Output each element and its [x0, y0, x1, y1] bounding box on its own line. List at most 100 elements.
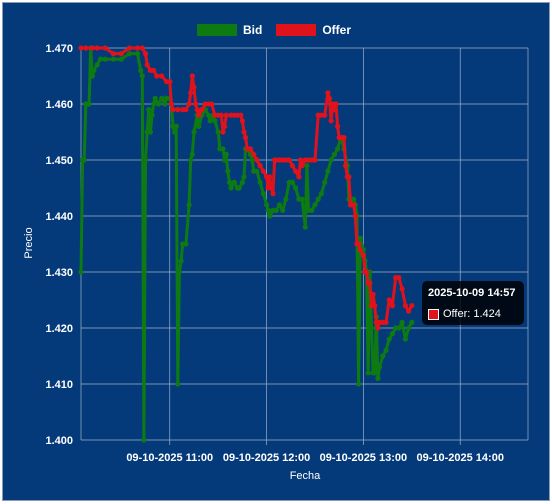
data-point-bid[interactable] [207, 118, 213, 124]
data-point-bid[interactable] [357, 235, 363, 241]
data-point-offer[interactable] [186, 101, 192, 107]
data-point-offer[interactable] [94, 45, 100, 51]
data-point-offer[interactable] [297, 157, 304, 163]
data-point-bid[interactable] [152, 95, 158, 101]
data-point-offer[interactable] [352, 213, 358, 219]
legend-item-offer[interactable]: Offer [276, 23, 351, 37]
data-point-offer[interactable] [360, 252, 366, 258]
data-point-offer[interactable] [372, 303, 378, 309]
data-point-bid[interactable] [147, 129, 153, 135]
data-point-bid[interactable] [94, 62, 100, 68]
data-point-bid[interactable] [118, 56, 124, 62]
data-point-bid[interactable] [146, 107, 152, 113]
data-point-bid[interactable] [183, 241, 189, 247]
data-point-bid[interactable] [173, 123, 179, 129]
data-point-bid[interactable] [315, 196, 321, 202]
data-point-offer[interactable] [78, 45, 84, 51]
data-point-bid[interactable] [293, 185, 299, 191]
data-point-bid[interactable] [191, 129, 197, 135]
data-point-bid[interactable] [188, 157, 194, 163]
data-point-offer[interactable] [267, 174, 273, 180]
data-point-offer[interactable] [409, 303, 415, 309]
data-point-bid[interactable] [257, 179, 263, 185]
data-point-offer[interactable] [238, 112, 244, 118]
data-point-offer[interactable] [199, 107, 205, 113]
data-point-bid[interactable] [138, 67, 144, 73]
data-point-offer[interactable] [331, 107, 337, 113]
data-point-bid[interactable] [159, 95, 165, 101]
data-point-bid[interactable] [149, 112, 155, 118]
data-point-offer[interactable] [241, 129, 247, 135]
data-point-offer[interactable] [220, 129, 226, 135]
data-point-bid[interactable] [389, 331, 395, 337]
data-point-offer[interactable] [375, 325, 381, 331]
data-point-bid[interactable] [280, 207, 286, 213]
data-point-offer[interactable] [134, 45, 141, 51]
data-point-offer[interactable] [406, 308, 412, 314]
data-point-bid[interactable] [81, 157, 87, 163]
data-point-offer[interactable] [83, 45, 89, 51]
data-point-offer[interactable] [299, 163, 305, 169]
data-point-offer[interactable] [312, 157, 318, 163]
data-point-bid[interactable] [299, 196, 305, 202]
data-point-offer[interactable] [102, 45, 108, 51]
data-point-bid[interactable] [267, 213, 273, 219]
data-point-offer[interactable] [268, 185, 274, 191]
data-point-offer[interactable] [346, 174, 352, 180]
data-point-offer[interactable] [142, 51, 149, 57]
data-point-offer[interactable] [218, 112, 224, 118]
data-point-offer[interactable] [367, 280, 373, 286]
data-point-offer[interactable] [239, 118, 245, 124]
data-point-bid[interactable] [356, 381, 362, 387]
data-point-bid[interactable] [372, 370, 378, 376]
data-point-bid[interactable] [264, 202, 270, 208]
data-point-offer[interactable] [326, 95, 333, 101]
data-point-offer[interactable] [402, 303, 408, 309]
data-point-bid[interactable] [322, 179, 328, 185]
data-point-offer[interactable] [223, 112, 229, 118]
data-point-offer[interactable] [335, 123, 341, 129]
data-point-bid[interactable] [335, 146, 341, 152]
data-point-bid[interactable] [175, 381, 181, 387]
data-point-offer[interactable] [175, 107, 181, 113]
data-point-bid[interactable] [396, 325, 402, 331]
data-point-offer[interactable] [139, 45, 145, 51]
data-point-bid[interactable] [406, 325, 412, 331]
data-point-offer[interactable] [194, 107, 200, 113]
data-point-offer[interactable] [286, 157, 292, 163]
data-point-bid[interactable] [375, 375, 381, 381]
data-point-bid[interactable] [172, 129, 178, 135]
data-point-bid[interactable] [225, 168, 231, 174]
data-point-bid[interactable] [365, 370, 371, 376]
data-point-bid[interactable] [178, 258, 184, 264]
data-point-offer[interactable] [126, 45, 132, 51]
data-point-bid[interactable] [318, 191, 324, 197]
data-point-bid[interactable] [220, 146, 226, 152]
data-point-offer[interactable] [364, 269, 370, 275]
data-point-offer[interactable] [257, 163, 263, 169]
data-point-offer[interactable] [118, 51, 124, 57]
data-point-bid[interactable] [380, 353, 386, 359]
data-point-bid[interactable] [223, 151, 229, 157]
data-point-bid[interactable] [402, 336, 408, 342]
data-point-bid[interactable] [126, 51, 132, 57]
data-point-bid[interactable] [155, 101, 162, 107]
data-point-bid[interactable] [226, 179, 233, 185]
data-point-bid[interactable] [231, 179, 237, 185]
data-point-bid[interactable] [399, 319, 405, 325]
data-point-offer[interactable] [191, 84, 197, 90]
data-point-offer[interactable] [389, 303, 395, 309]
data-point-bid[interactable] [312, 202, 318, 208]
data-point-offer[interactable] [89, 45, 95, 51]
data-point-bid[interactable] [331, 151, 337, 157]
data-point-offer[interactable] [270, 191, 276, 197]
data-point-offer[interactable] [370, 291, 376, 297]
data-point-offer[interactable] [209, 101, 215, 107]
data-point-offer[interactable] [322, 112, 328, 118]
data-point-bid[interactable] [241, 174, 247, 180]
data-point-bid[interactable] [222, 157, 228, 163]
data-point-offer[interactable] [251, 151, 257, 157]
data-point-bid[interactable] [151, 101, 157, 107]
data-point-bid[interactable] [196, 123, 202, 129]
data-point-bid[interactable] [376, 364, 383, 370]
